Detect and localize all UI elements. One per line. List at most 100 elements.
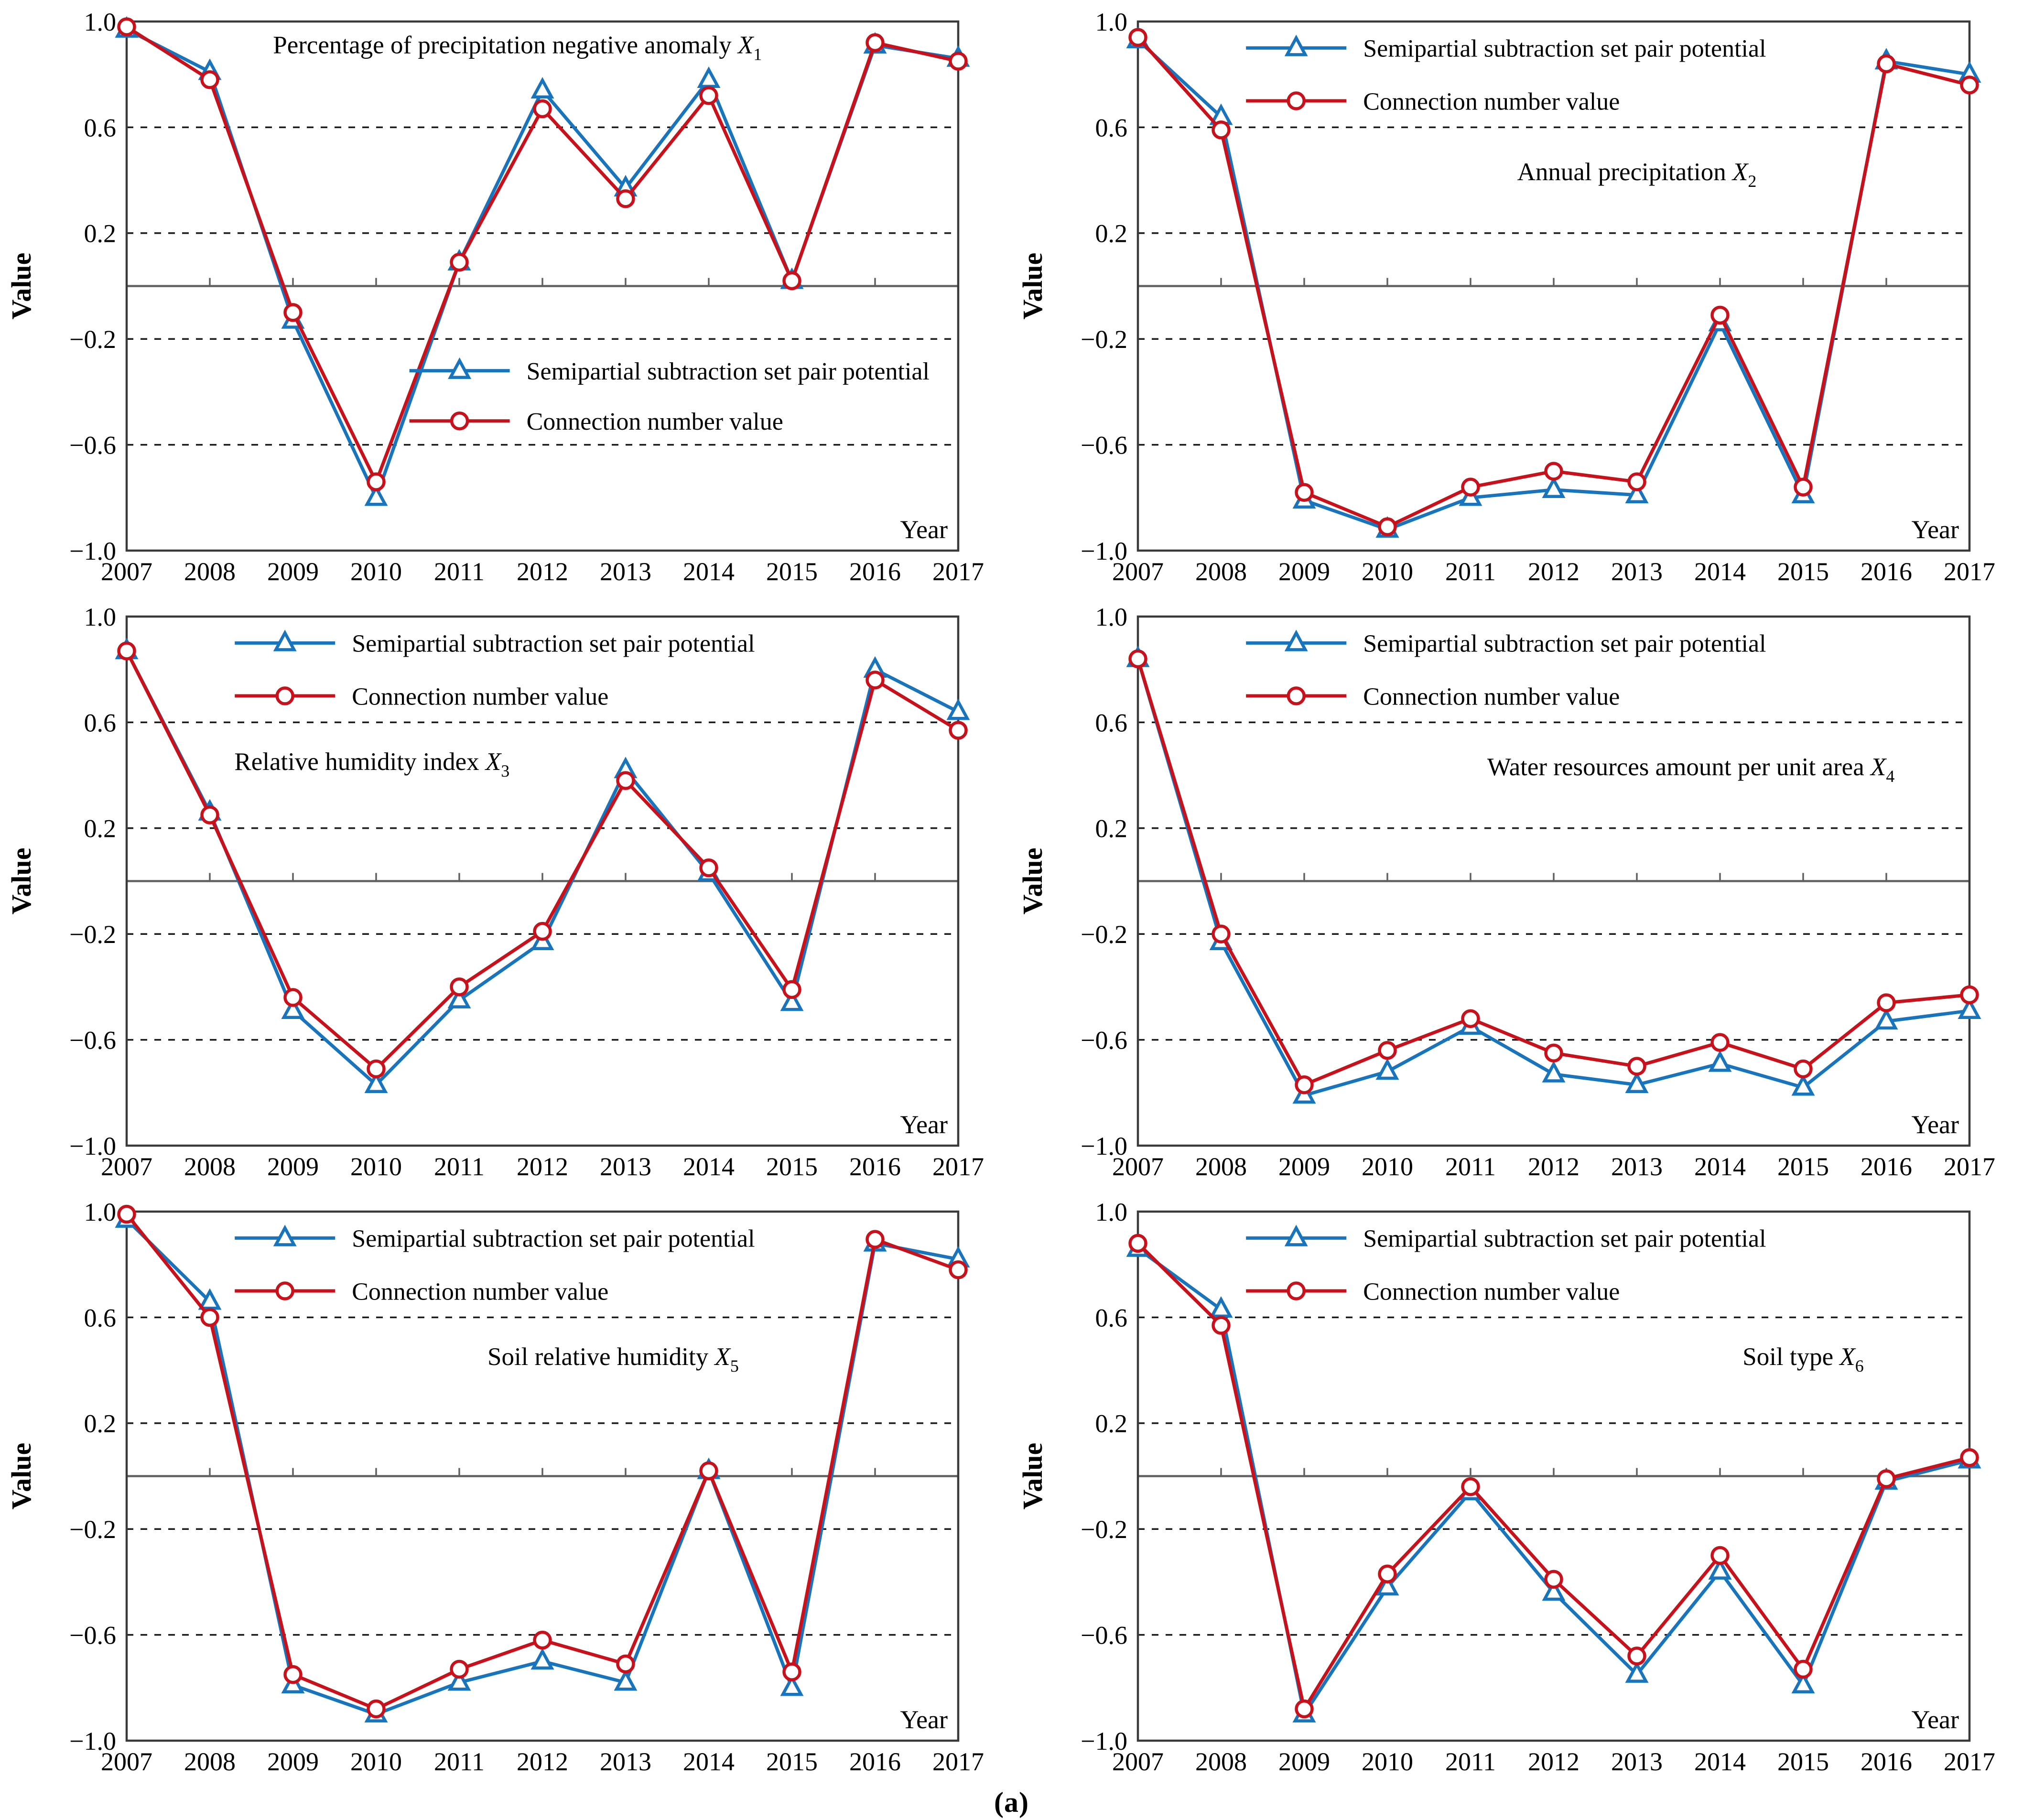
x-tick-label: 2017 (1944, 557, 1995, 586)
y-tick-label: 1.0 (84, 8, 117, 36)
circle-marker-icon (1461, 477, 1480, 497)
x-tick-label: 2011 (1445, 557, 1496, 586)
y-tick-label: −0.2 (69, 1515, 116, 1544)
x-tick-label: 2011 (1445, 1152, 1496, 1181)
series-connection-line (125, 650, 959, 1071)
triangle-marker-icon (1375, 1058, 1399, 1080)
legend-item-circle: Connection number value (1246, 88, 1620, 115)
legend-label: Semipartial subtraction set pair potenti… (1363, 630, 1766, 658)
value-axis-label: Value (1017, 848, 1048, 915)
triangle-marker-icon (1542, 1579, 1566, 1601)
panel-title: Annual precipitation X2 (1517, 158, 1757, 191)
circle-marker-icon (616, 1654, 635, 1674)
legend-item-circle: Connection number value (235, 1278, 608, 1305)
x-tick-label: 2007 (1112, 1747, 1164, 1776)
y-tick-label: 0.6 (1095, 1303, 1128, 1332)
x-tick-label: 2010 (350, 1152, 402, 1181)
chart-panel-6: Soil type X6 Semipartial subtraction set … (1011, 1190, 2023, 1785)
y-tick-label: 0.2 (1095, 1409, 1128, 1438)
chart-panel-2-svg: Annual precipitation X2 Semipartial subtr… (1017, 8, 1995, 586)
legend-label: Connection number value (352, 683, 608, 710)
x-tick-label: 2013 (600, 557, 651, 586)
circle-marker-icon (450, 977, 469, 997)
triangle-marker-icon (1708, 1050, 1732, 1072)
y-tick-label: 0.6 (1095, 113, 1128, 142)
circle-marker-icon (1877, 1469, 1896, 1488)
y-tick-label: −0.2 (1081, 325, 1127, 354)
x-tick-label: 2016 (1861, 1747, 1912, 1776)
triangle-marker-icon (1791, 1671, 1815, 1694)
legend-item-triangle: Semipartial subtraction set pair potenti… (235, 1224, 755, 1253)
x-tick-label: 2015 (766, 1152, 818, 1181)
figure-caption: (a) (994, 1787, 1029, 1818)
plot-frame (1136, 615, 1971, 1147)
legend-item-triangle: Semipartial subtraction set pair potenti… (1246, 629, 1766, 658)
y-tick-label: 0.6 (84, 1303, 117, 1332)
circle-marker-icon (1287, 91, 1306, 110)
x-tick-label: 2008 (1195, 1152, 1247, 1181)
triangle-marker-icon (530, 77, 554, 99)
circle-marker-icon (1960, 1448, 1979, 1467)
year-axis-label: Year (900, 1705, 948, 1734)
y-tick-label: −0.2 (69, 920, 116, 949)
circle-marker-icon (533, 99, 552, 119)
triangle-marker-icon (1708, 1558, 1732, 1580)
y-tick-label: 0.2 (84, 219, 117, 248)
year-axis-label: Year (1911, 515, 1959, 544)
x-tick-label: 2011 (434, 557, 485, 586)
x-tick-label: 2007 (101, 1152, 152, 1181)
x-tick-label: 2017 (1944, 1152, 1995, 1181)
legend-item-circle: Connection number value (235, 683, 608, 710)
x-tick-label: 2016 (1861, 1152, 1912, 1181)
x-tick-label: 2008 (1195, 1747, 1247, 1776)
circle-marker-icon (1544, 1570, 1563, 1589)
circle-marker-icon (1794, 1059, 1813, 1079)
circle-marker-icon (782, 980, 801, 999)
chart-panel-3-svg: Relative humidity index X3 Semipartial su… (6, 603, 984, 1181)
circle-marker-icon (450, 252, 469, 272)
triangle-marker-icon (530, 1648, 554, 1670)
y-tick-label: −0.6 (1081, 431, 1127, 460)
legend-item-circle: Connection number value (1246, 1278, 1620, 1305)
x-tick-label: 2015 (1777, 1152, 1829, 1181)
circle-marker-icon (782, 271, 801, 291)
y-tick-label: −0.6 (69, 1621, 116, 1650)
chart-panel-1-svg: Percentage of precipitation negative ano… (6, 8, 984, 586)
circle-marker-icon (865, 1230, 885, 1249)
x-tick-label: 2009 (1278, 557, 1330, 586)
year-axis-label: Year (900, 515, 948, 544)
circle-marker-icon (1295, 1075, 1314, 1094)
circle-marker-icon (949, 721, 968, 740)
legend-label: Connection number value (352, 1278, 608, 1305)
triangle-marker-icon (780, 989, 804, 1011)
x-tick-label: 2012 (517, 1747, 568, 1776)
y-tick-label: −0.6 (1081, 1026, 1127, 1055)
x-tick-label: 2014 (1694, 557, 1746, 586)
x-tick-label: 2013 (1611, 557, 1663, 586)
legend-item-triangle: Semipartial subtraction set pair potenti… (1246, 34, 1766, 63)
circle-marker-icon (1287, 1281, 1306, 1300)
x-tick-label: 2014 (683, 1747, 735, 1776)
x-tick-label: 2016 (1861, 557, 1912, 586)
circle-marker-icon (533, 921, 552, 941)
x-tick-label: 2010 (1362, 1747, 1413, 1776)
circle-marker-icon (367, 472, 386, 491)
circle-marker-icon (699, 1461, 718, 1481)
chart-panel-4-svg: Water resources amount per unit area X4 S… (1017, 603, 1995, 1181)
y-tick-label: 0.6 (1095, 708, 1128, 737)
plot-frame (1136, 1210, 1971, 1742)
triangle-marker-icon (1284, 629, 1308, 651)
value-axis-label: Value (6, 1443, 37, 1510)
x-tick-label: 2012 (1528, 1747, 1579, 1776)
legend-label: Semipartial subtraction set pair potenti… (352, 630, 755, 658)
x-tick-label: 2013 (600, 1747, 651, 1776)
circle-marker-icon (283, 303, 303, 322)
triangle-marker-icon (1542, 476, 1566, 498)
circle-marker-icon (1128, 1234, 1147, 1253)
triangle-marker-icon (697, 66, 721, 88)
panel-title: Soil relative humidity X5 (487, 1343, 739, 1376)
value-axis-label: Value (1017, 253, 1048, 320)
plot-frame (1136, 20, 1971, 552)
x-tick-label: 2017 (932, 1152, 984, 1181)
triangle-marker-icon (364, 484, 388, 506)
